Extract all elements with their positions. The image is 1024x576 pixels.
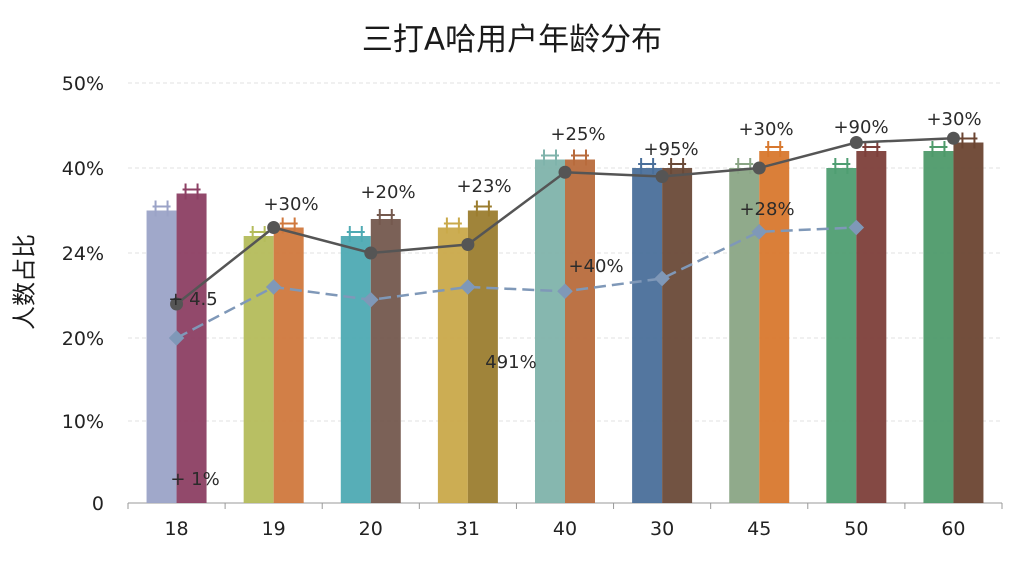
x-tick-label: 45 — [747, 518, 771, 540]
data-label: +90% — [833, 117, 888, 138]
bar — [826, 168, 857, 503]
bar — [146, 210, 177, 503]
bar — [535, 159, 565, 503]
data-label: +23% — [456, 176, 511, 197]
y-tick-label: 24% — [62, 243, 104, 265]
x-tick-label: 20 — [359, 518, 383, 540]
data-label: +30% — [738, 119, 793, 140]
data-label: +28% — [739, 199, 794, 220]
line-point — [655, 170, 669, 183]
bar — [565, 159, 595, 503]
y-tick-label: 20% — [62, 328, 104, 350]
data-label: +30% — [263, 194, 318, 215]
x-tick-label: 31 — [456, 518, 480, 540]
x-tick-label: 19 — [262, 518, 286, 540]
line-point — [752, 161, 766, 175]
bar — [759, 151, 790, 503]
line-point — [461, 238, 475, 251]
chart-title: 三打A哈用户年龄分布 — [361, 22, 663, 58]
x-tick-label: 60 — [941, 518, 965, 540]
data-label: +25% — [550, 124, 605, 145]
bar — [923, 151, 954, 503]
bar — [953, 142, 984, 503]
line-point — [849, 136, 863, 149]
line-point — [946, 131, 960, 145]
data-label: 491% — [485, 352, 536, 373]
line-point — [168, 330, 185, 346]
bar — [176, 193, 207, 503]
bar — [467, 210, 498, 503]
bar — [856, 151, 887, 503]
line-point — [558, 165, 572, 179]
x-tick-label: 30 — [650, 518, 674, 540]
bar — [729, 168, 760, 503]
bar — [662, 168, 693, 503]
data-label: + 4.5 — [168, 289, 217, 310]
data-label: +30% — [926, 109, 981, 130]
data-label: +20% — [360, 182, 415, 203]
line-point — [364, 246, 378, 260]
data-label: +40% — [568, 256, 623, 277]
bar — [340, 236, 371, 503]
data-label: + 1% — [170, 469, 219, 490]
line-point — [170, 297, 184, 311]
bar — [632, 168, 663, 503]
bar — [370, 219, 401, 503]
bar — [243, 236, 274, 503]
bar — [437, 227, 468, 503]
y-tick-label: 0 — [92, 493, 104, 515]
series-line — [176, 226, 857, 340]
data-label: +95% — [643, 139, 698, 160]
line-point — [848, 219, 865, 236]
line-point — [267, 221, 281, 234]
line-point — [751, 223, 768, 240]
y-tick-label: 40% — [62, 158, 104, 180]
y-tick-label: 50% — [62, 73, 104, 95]
x-tick-label: 50 — [844, 518, 868, 540]
y-tick-label: 10% — [62, 411, 104, 433]
x-tick-label: 40 — [553, 518, 577, 540]
bar — [273, 227, 304, 503]
x-tick-label: 18 — [164, 518, 188, 540]
